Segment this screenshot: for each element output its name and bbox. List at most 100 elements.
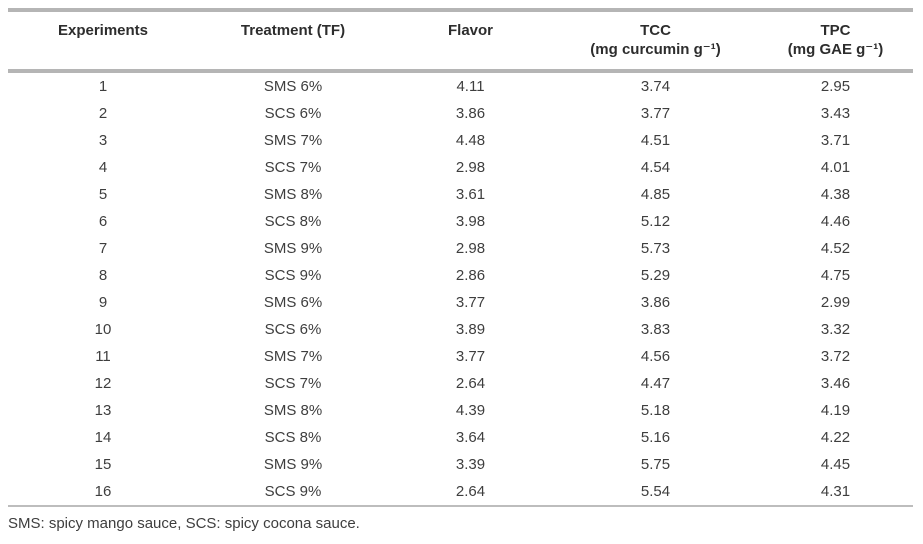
column-unit: (mg curcumin g⁻¹) (590, 41, 721, 58)
table-cell: 3.89 (455, 321, 486, 338)
column-label: Treatment (TF) (240, 22, 346, 39)
table-header-row: Experiments Treatment (TF) Flavor TCC (m… (8, 10, 913, 71)
table-cell: 10 (94, 321, 112, 338)
table-header: Experiments Treatment (TF) Flavor TCC (m… (8, 10, 913, 71)
table-cell: 3.98 (455, 213, 486, 230)
table-cell: 4.52 (820, 240, 851, 257)
table-cell: 5.18 (640, 402, 671, 419)
table-cell: SCS 8% (264, 213, 322, 230)
column-header-treatment: Treatment (TF) (198, 10, 388, 71)
table-cell: 5.16 (640, 429, 671, 446)
table-cell: 4.75 (820, 267, 851, 284)
table-cell: 5.54 (640, 483, 671, 500)
table-row: 4 SCS 7% 2.98 4.54 4.01 (8, 154, 913, 181)
table-cell: SMS 9% (263, 240, 323, 257)
table-cell: 6 (98, 213, 108, 230)
table-cell: SMS 9% (263, 456, 323, 473)
table-row: 14 SCS 8% 3.64 5.16 4.22 (8, 424, 913, 451)
table-row: 7 SMS 9% 2.98 5.73 4.52 (8, 235, 913, 262)
table-cell: 5.12 (640, 213, 671, 230)
table-row: 1 SMS 6% 4.11 3.74 2.95 (8, 71, 913, 100)
table-cell: 7 (98, 240, 108, 257)
column-label: Flavor (447, 22, 493, 39)
table-cell: 5.75 (640, 456, 671, 473)
table-row: 2 SCS 6% 3.86 3.77 3.43 (8, 100, 913, 127)
table-cell: 3.74 (640, 78, 671, 95)
table-row: 11 SMS 7% 3.77 4.56 3.72 (8, 343, 913, 370)
table-cell: 5.29 (640, 267, 671, 284)
table-cell: 4.51 (640, 132, 671, 149)
table-row: 16 SCS 9% 2.64 5.54 4.31 (8, 478, 913, 506)
table-cell: 4.11 (456, 78, 485, 95)
table-cell: 4.39 (455, 402, 486, 419)
table-cell: 4.46 (820, 213, 851, 230)
table-cell: 3 (98, 132, 108, 149)
table-cell: 11 (95, 348, 111, 365)
table-cell: 9 (98, 294, 108, 311)
table-cell: 14 (94, 429, 112, 446)
table-cell: 4.54 (640, 159, 671, 176)
table-cell: 4.38 (820, 186, 851, 203)
table-cell: 4.47 (640, 375, 671, 392)
table-cell: 3.83 (640, 321, 671, 338)
table-row: 5 SMS 8% 3.61 4.85 4.38 (8, 181, 913, 208)
table-cell: 3.72 (820, 348, 851, 365)
table-footnote: SMS: spicy mango sauce, SCS: spicy cocon… (8, 515, 360, 532)
table-cell: 2.99 (820, 294, 851, 311)
table-cell: SMS 7% (263, 348, 323, 365)
table-cell: 13 (94, 402, 112, 419)
table-cell: 16 (94, 483, 112, 500)
table-cell: 4.19 (820, 402, 851, 419)
column-header-experiments: Experiments (8, 10, 198, 71)
column-label: Experiments (57, 22, 149, 39)
table-row: 3 SMS 7% 4.48 4.51 3.71 (8, 127, 913, 154)
table-cell: 1 (98, 78, 108, 95)
table-cell: SCS 7% (264, 159, 322, 176)
table-cell: 8 (98, 267, 108, 284)
table-cell: 3.39 (455, 456, 486, 473)
table-cell: SCS 6% (264, 321, 322, 338)
table-cell: 4.31 (820, 483, 851, 500)
table-cell: 4.56 (640, 348, 671, 365)
table-cell: 3.64 (455, 429, 486, 446)
table-cell: 3.32 (820, 321, 851, 338)
column-header-flavor: Flavor (388, 10, 553, 71)
table-cell: SCS 8% (264, 429, 322, 446)
column-label: TCC (640, 22, 671, 39)
table-cell: 4.01 (820, 159, 851, 176)
table-cell: 2.64 (455, 375, 486, 392)
table-body: 1 SMS 6% 4.11 3.74 2.95 2 SCS 6% 3.86 3.77 3.43 3 S… (8, 71, 913, 506)
table-row: 13 SMS 8% 4.39 5.18 4.19 (8, 397, 913, 424)
table-cell: 4.22 (820, 429, 851, 446)
table-cell: 3.77 (640, 105, 671, 122)
table-cell: 15 (94, 456, 112, 473)
table-row: 9 SMS 6% 3.77 3.86 2.99 (8, 289, 913, 316)
table-cell: SCS 7% (264, 375, 322, 392)
table-cell: 3.77 (455, 294, 486, 311)
table-cell: SCS 9% (264, 267, 322, 284)
table-cell: 12 (94, 375, 112, 392)
column-unit: (mg GAE g⁻¹) (787, 41, 884, 58)
table-cell: 2 (98, 105, 108, 122)
table-cell: SCS 6% (264, 105, 322, 122)
table-cell: SCS 9% (264, 483, 322, 500)
table-cell: 4.48 (455, 132, 486, 149)
table-row: 10 SCS 6% 3.89 3.83 3.32 (8, 316, 913, 343)
table-cell: SMS 7% (263, 132, 323, 149)
table-cell: 3.43 (820, 105, 851, 122)
table-cell: 4.45 (820, 456, 851, 473)
table-cell: 2.64 (455, 483, 486, 500)
table-cell: 5 (98, 186, 108, 203)
table-cell: 3.46 (820, 375, 851, 392)
column-label: TPC (820, 22, 851, 39)
table-cell: 2.95 (820, 78, 851, 95)
table-row: 15 SMS 9% 3.39 5.75 4.45 (8, 451, 913, 478)
table-cell: 5.73 (640, 240, 671, 257)
table-cell: 3.71 (820, 132, 851, 149)
table-cell: 4.85 (640, 186, 671, 203)
table-cell: SMS 6% (263, 78, 323, 95)
table-row: 8 SCS 9% 2.86 5.29 4.75 (8, 262, 913, 289)
column-header-tcc: TCC (mg curcumin g⁻¹) (553, 10, 758, 71)
table-cell: 2.86 (455, 267, 486, 284)
